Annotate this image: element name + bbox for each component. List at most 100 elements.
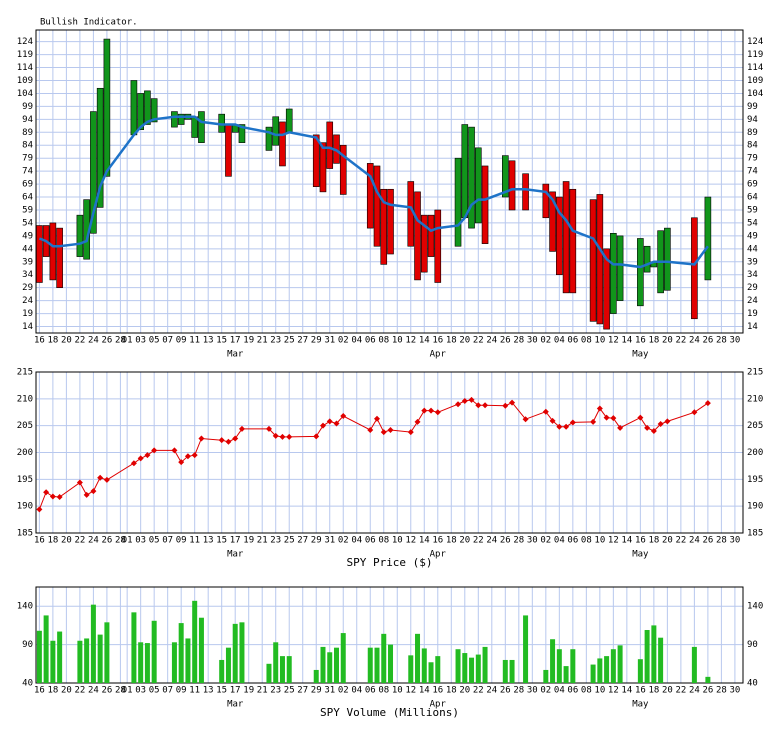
price-point: [319, 422, 326, 429]
x-tick-label: 30: [527, 686, 538, 696]
x-tick-label: 22: [675, 336, 686, 346]
indicator-bar: [420, 214, 428, 273]
volume-bar: [617, 645, 623, 683]
month-label: Apr: [430, 700, 447, 710]
price-point: [502, 402, 509, 409]
y-tick-label: 119: [17, 50, 33, 60]
y-tick-label-right: 84: [747, 141, 758, 151]
x-tick-label: 27: [297, 686, 308, 696]
x-tick-label: 24: [689, 536, 700, 546]
indicator-bar: [454, 157, 462, 247]
x-tick-label: 22: [74, 686, 85, 696]
x-tick-label: 05: [149, 536, 160, 546]
price-point: [83, 491, 90, 498]
price-point: [414, 418, 421, 425]
x-tick-label: 14: [621, 686, 632, 696]
volume-bar: [239, 622, 245, 683]
x-tick-label: 06: [365, 336, 376, 346]
volume-bar: [570, 649, 576, 683]
x-tick-label: 27: [297, 536, 308, 546]
y-tick-label-right: 29: [747, 283, 758, 293]
x-tick-label: 13: [203, 336, 214, 346]
volume-bar: [225, 647, 231, 683]
volume-bar: [104, 622, 110, 683]
indicator-bar: [414, 191, 421, 281]
volume-bar: [644, 630, 650, 683]
volume-bar: [131, 612, 137, 683]
y-tick-label: 14: [22, 322, 33, 332]
x-tick-label: 27: [297, 336, 308, 346]
x-tick-label: 16: [432, 336, 443, 346]
x-tick-label: 02: [540, 536, 551, 546]
volume-bar: [637, 659, 643, 683]
y-tick-label-right: 190: [747, 502, 763, 512]
indicator-bar: [589, 199, 597, 322]
x-tick-label: 06: [567, 536, 578, 546]
indicator-bar: [130, 80, 138, 136]
x-tick-label: 01: [122, 686, 133, 696]
x-tick-label: 04: [554, 536, 565, 546]
y-tick-label-right: 94: [747, 115, 758, 125]
volume-bar: [333, 647, 339, 683]
volume-bar: [185, 638, 191, 683]
indicator-bar: [373, 165, 381, 247]
x-tick-label: 18: [47, 536, 58, 546]
price-point: [407, 429, 414, 436]
volume-bar: [138, 642, 144, 683]
price-point: [198, 435, 205, 442]
x-tick-label: 25: [284, 336, 295, 346]
x-tick-label: 24: [486, 686, 497, 696]
y-tick-label: 69: [22, 180, 33, 190]
x-tick-label: 02: [338, 536, 349, 546]
volume-bar: [374, 647, 380, 683]
price-point: [610, 415, 617, 422]
price-point: [657, 421, 664, 428]
indicator-bar: [150, 98, 158, 123]
price-point: [333, 420, 340, 427]
indicator-bar: [312, 134, 320, 187]
x-tick-label: 18: [648, 686, 659, 696]
volume-bar: [408, 655, 414, 683]
y-tick-label: 200: [17, 448, 33, 458]
indicator-bar: [616, 235, 624, 301]
x-tick-label: 02: [338, 686, 349, 696]
x-tick-label: 08: [581, 536, 592, 546]
indicator-bar: [36, 225, 43, 283]
y-tick-label: 34: [22, 270, 33, 280]
y-tick-label: 59: [22, 205, 33, 215]
x-tick-label: 07: [162, 686, 173, 696]
volume-bar: [178, 623, 184, 683]
indicator-bar: [562, 181, 570, 294]
volume-bar: [415, 633, 421, 683]
x-tick-label: 02: [540, 336, 551, 346]
y-tick-label-right: 49: [747, 231, 758, 241]
price-point: [151, 447, 158, 454]
price-point: [475, 402, 482, 409]
x-tick-label: 21: [257, 336, 268, 346]
volume-bar: [77, 640, 83, 683]
indicator-bar: [556, 196, 563, 276]
x-tick-label: 16: [34, 686, 45, 696]
x-tick-label: 28: [115, 536, 126, 546]
volume-bar: [84, 638, 90, 683]
y-tick-label-right: 59: [747, 205, 758, 215]
volume-bar: [509, 659, 515, 683]
indicator-bar: [387, 188, 394, 255]
y-tick-label-right: 69: [747, 180, 758, 190]
x-tick-label: 28: [716, 336, 727, 346]
price-point: [421, 407, 428, 414]
volume-bar: [266, 663, 272, 683]
indicator-bar: [508, 160, 516, 211]
y-tick-label-right: 215: [747, 368, 763, 378]
price-point: [691, 409, 698, 416]
price-point: [704, 400, 711, 407]
x-tick-label: 22: [473, 536, 484, 546]
indicator-bar: [664, 227, 671, 291]
y-tick-label-right: 40: [747, 679, 758, 689]
volume-bar: [469, 657, 475, 683]
y-tick-label: 89: [22, 128, 33, 138]
volume-bar: [36, 630, 42, 683]
indicator-bar: [366, 163, 374, 229]
x-tick-label: 04: [351, 336, 362, 346]
